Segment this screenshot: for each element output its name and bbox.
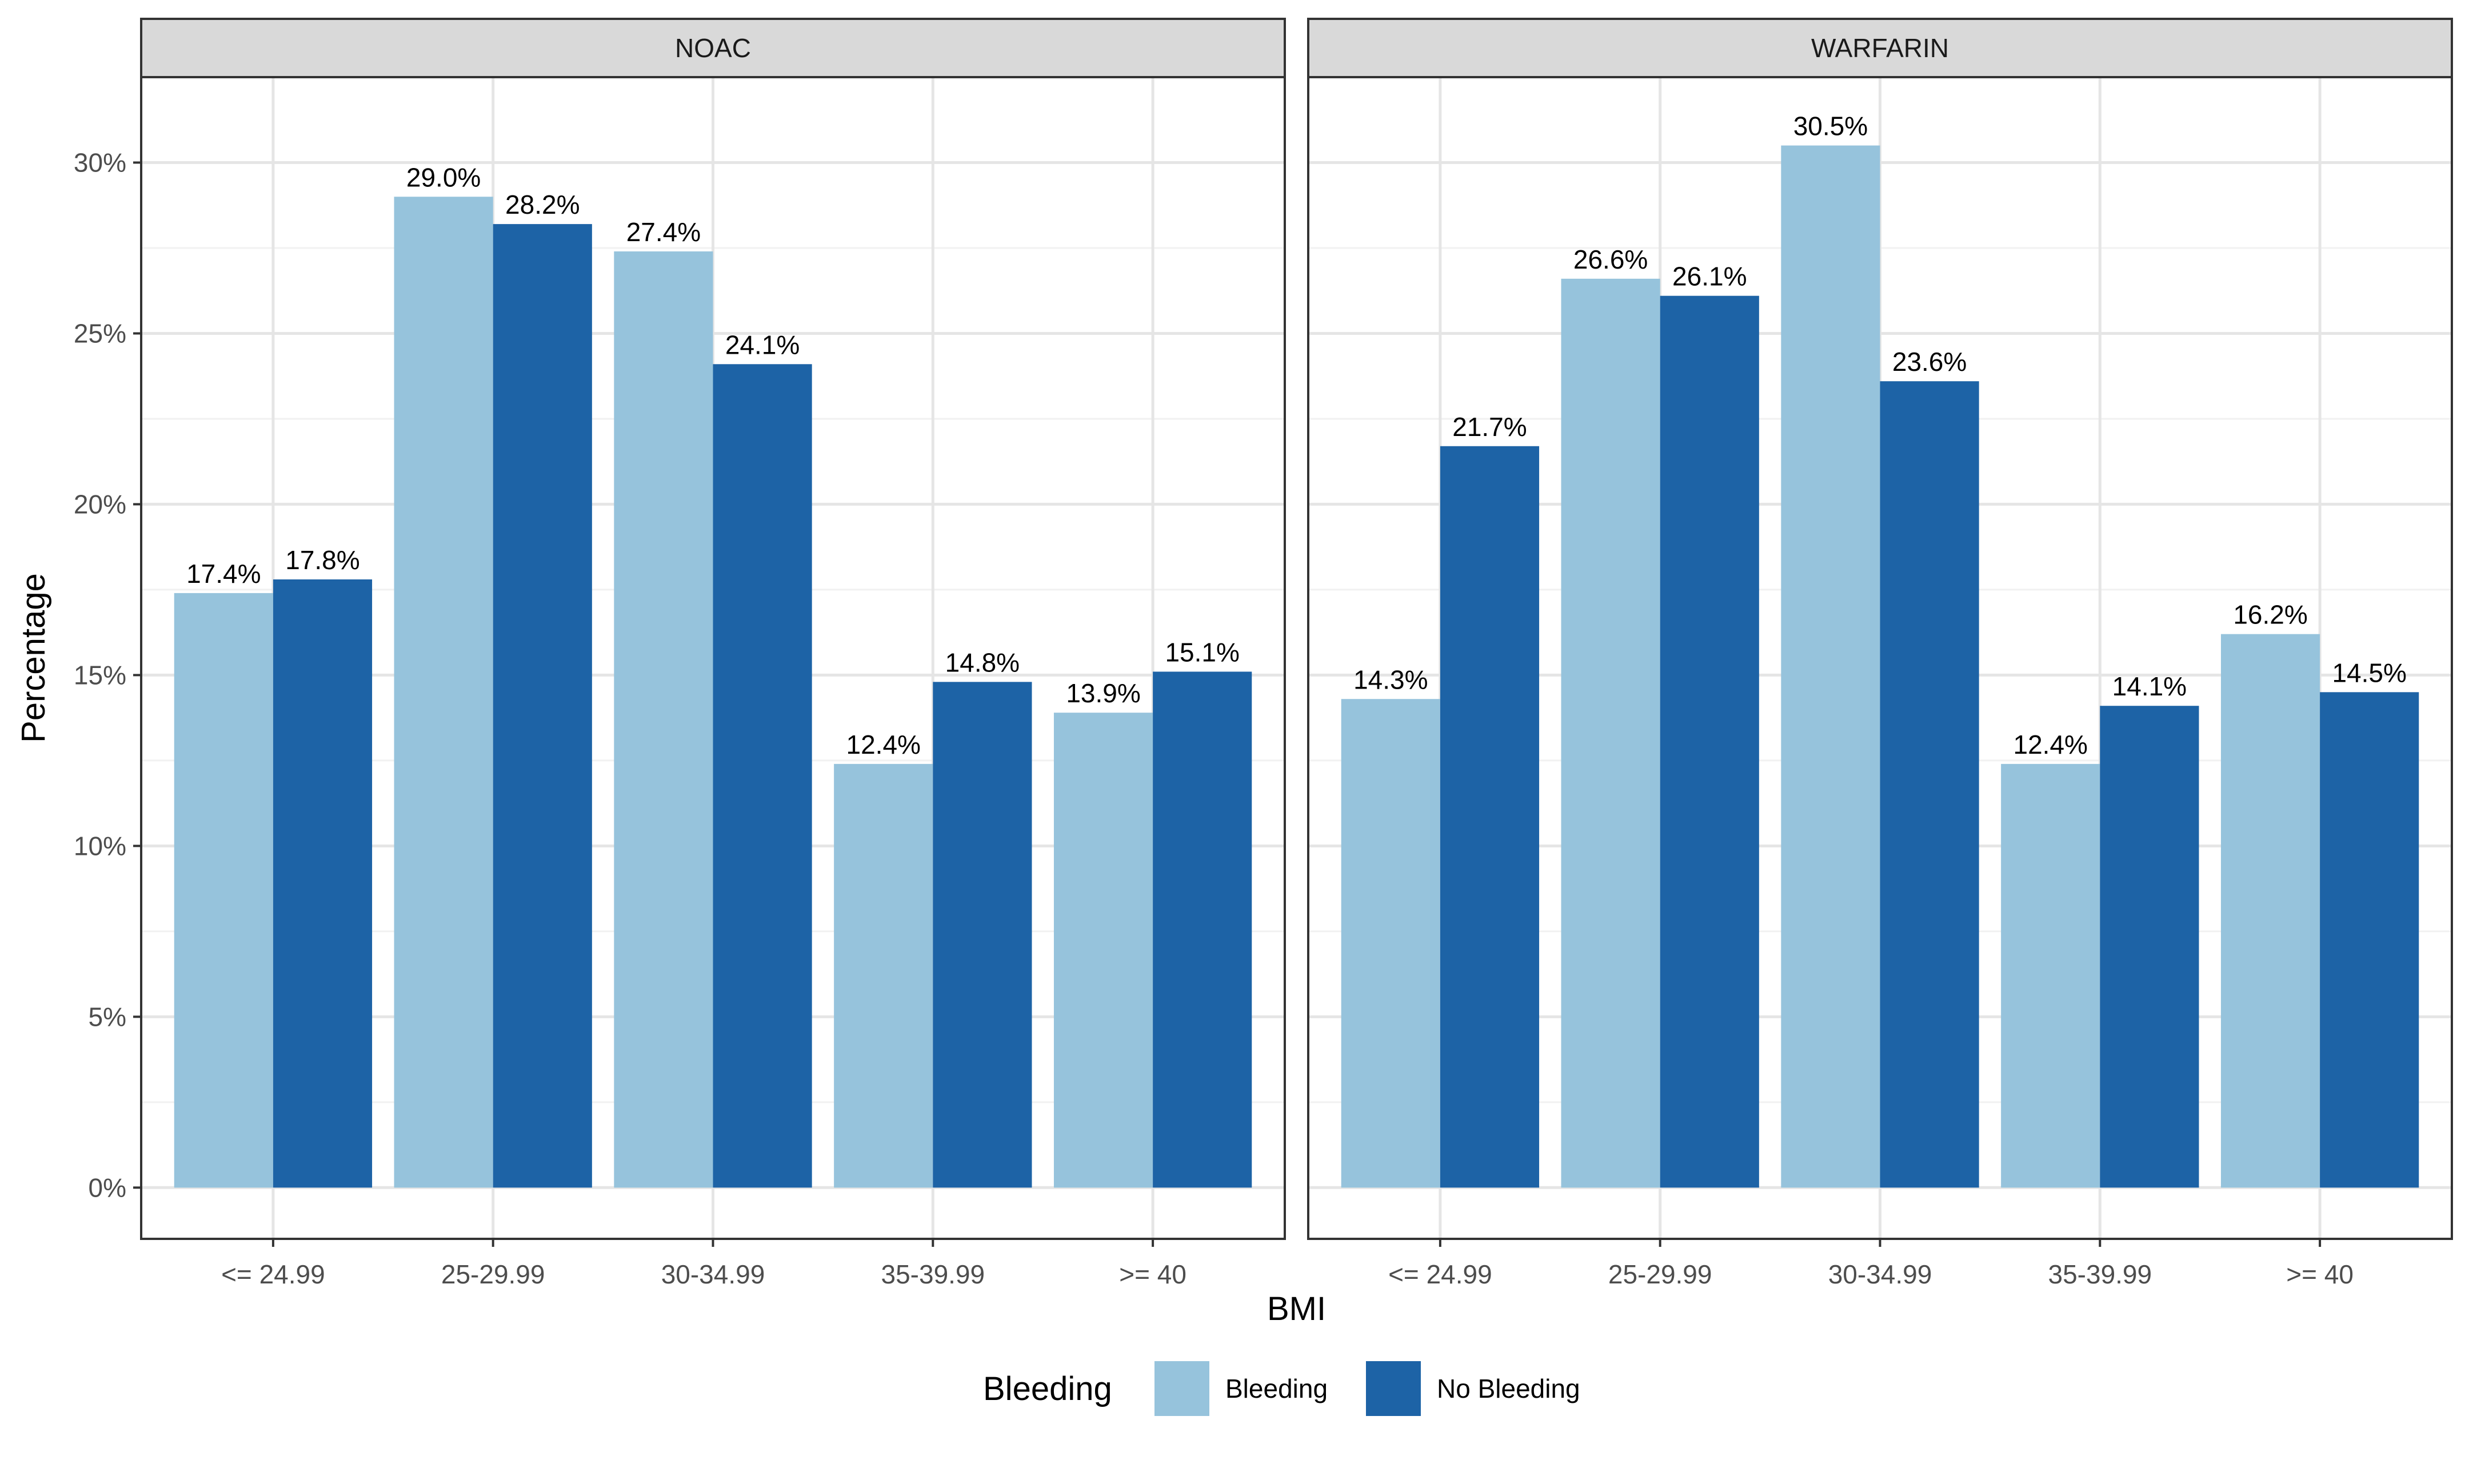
data-label: 14.1%: [2112, 671, 2187, 701]
bar-bleeding: [1561, 278, 1660, 1188]
facet-strip: [140, 18, 1286, 78]
bar-bleeding: [1341, 699, 1440, 1188]
y-tick-label: 30%: [74, 147, 126, 177]
data-label: 14.5%: [2332, 658, 2406, 687]
bar-bleeding: [394, 197, 493, 1188]
facet-strip-label: NOAC: [675, 33, 751, 63]
data-label: 28.2%: [505, 190, 580, 219]
bar-no-bleeding: [2320, 692, 2419, 1188]
bar-bleeding: [174, 593, 273, 1188]
data-label: 17.8%: [285, 545, 359, 575]
data-label: 21.7%: [1452, 412, 1527, 442]
x-tick-label: <= 24.99: [1388, 1259, 1492, 1289]
bar-no-bleeding: [1153, 671, 1252, 1188]
data-label: 26.6%: [1573, 245, 1648, 274]
data-label: 26.1%: [1672, 262, 1747, 291]
bar-bleeding: [1053, 713, 1153, 1188]
data-label: 15.1%: [1165, 637, 1239, 667]
x-tick-label: 25-29.99: [441, 1259, 545, 1289]
data-label: 24.1%: [725, 330, 800, 359]
data-label: 16.2%: [2233, 600, 2307, 630]
y-tick-label: 10%: [74, 831, 126, 861]
facet-strip-label: WARFARIN: [1811, 33, 1949, 63]
y-tick-label: 5%: [89, 1002, 126, 1031]
x-tick-label: <= 24.99: [221, 1259, 325, 1289]
legend-title: Bleeding: [983, 1370, 1112, 1407]
bar-no-bleeding: [713, 364, 812, 1188]
y-tick-label: 20%: [74, 489, 126, 519]
data-label: 12.4%: [2013, 730, 2088, 759]
bar-bleeding: [2001, 763, 2100, 1188]
x-tick-label: >= 40: [1119, 1259, 1186, 1289]
x-tick-label: 35-39.99: [881, 1259, 985, 1289]
data-label: 17.4%: [186, 559, 261, 589]
x-tick-label: 25-29.99: [1608, 1259, 1712, 1289]
data-label: 27.4%: [626, 217, 701, 247]
bar-no-bleeding: [273, 579, 373, 1188]
legend-key-no-bleeding: [1366, 1361, 1421, 1416]
bar-bleeding: [614, 251, 713, 1188]
legend-key-bleeding: [1154, 1361, 1209, 1416]
x-tick-label: 30-34.99: [661, 1259, 765, 1289]
data-label: 14.3%: [1353, 665, 1428, 694]
data-label: 23.6%: [1892, 347, 1967, 377]
bar-no-bleeding: [493, 224, 592, 1188]
x-tick-label: >= 40: [2286, 1259, 2354, 1289]
legend-label: No Bleeding: [1437, 1374, 1580, 1403]
y-tick-label: 0%: [89, 1173, 126, 1202]
x-tick-label: 30-34.99: [1828, 1259, 1932, 1289]
bar-no-bleeding: [1660, 295, 1759, 1188]
bar-bleeding: [834, 763, 933, 1188]
x-tick-label: 35-39.99: [2048, 1259, 2152, 1289]
y-axis-title: Percentage: [15, 573, 52, 743]
bar-bleeding: [2220, 634, 2320, 1188]
data-label: 13.9%: [1066, 678, 1140, 708]
bar-no-bleeding: [1440, 446, 1540, 1188]
legend-label: Bleeding: [1225, 1374, 1328, 1403]
data-label: 14.8%: [945, 647, 1020, 677]
data-label: 30.5%: [1793, 111, 1868, 141]
facet-strip: [1307, 18, 2453, 78]
y-tick-label: 25%: [74, 318, 126, 348]
data-label: 29.0%: [406, 162, 481, 192]
y-tick-label: 15%: [74, 660, 126, 690]
bar-no-bleeding: [933, 682, 1032, 1188]
bar-no-bleeding: [2100, 706, 2199, 1188]
bar-bleeding: [1781, 145, 1880, 1188]
x-axis-title: BMI: [1267, 1290, 1326, 1327]
bar-no-bleeding: [1880, 381, 1979, 1188]
data-label: 12.4%: [846, 730, 921, 759]
